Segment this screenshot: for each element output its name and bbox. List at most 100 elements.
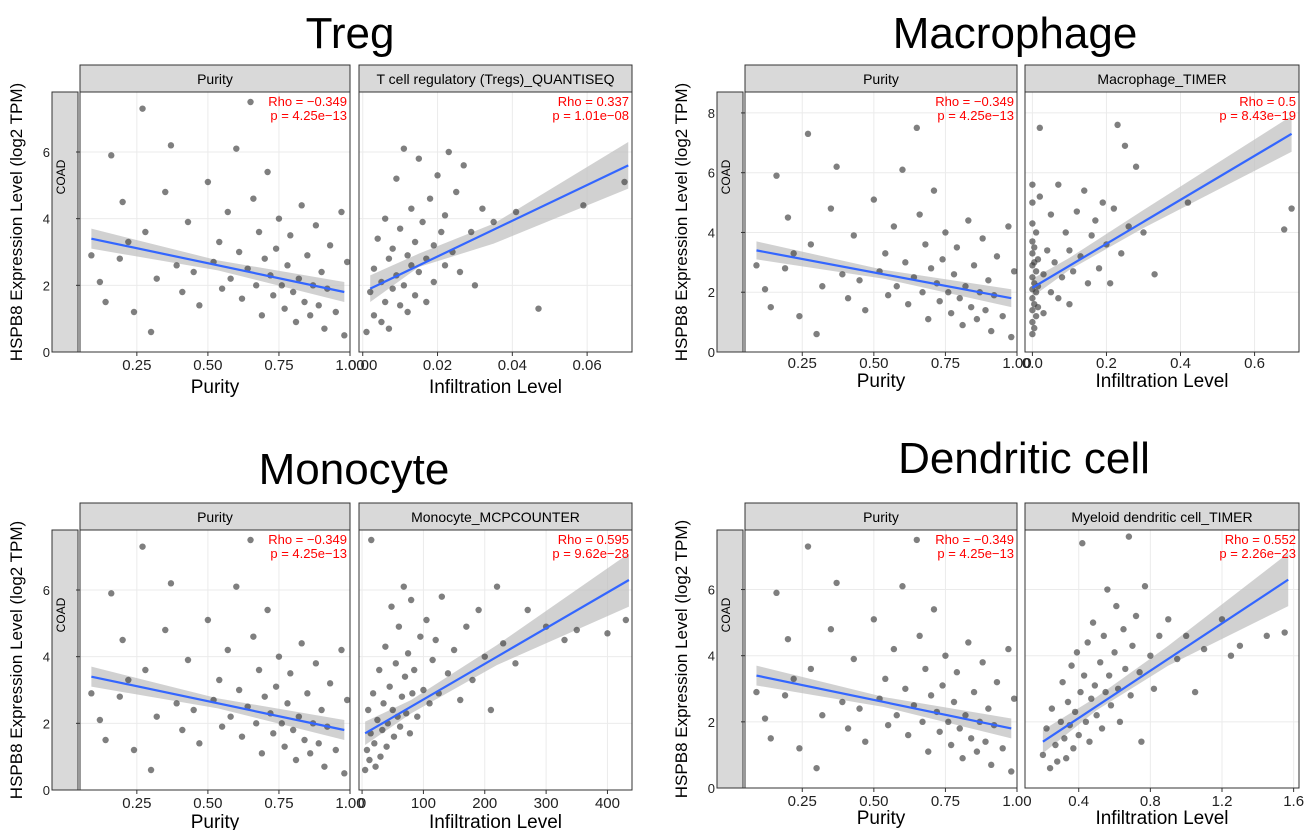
data-point: [1034, 256, 1042, 263]
rho-label: Rho = −0.349: [935, 94, 1014, 109]
data-point: [1051, 259, 1058, 266]
data-point: [415, 268, 423, 276]
data-point: [261, 255, 268, 262]
data-point: [1156, 632, 1163, 640]
data-point: [1029, 318, 1036, 326]
data-point: [1138, 738, 1145, 745]
data-point: [370, 312, 378, 319]
x-axis-label: Purity: [857, 371, 906, 392]
data-point: [250, 195, 257, 202]
panel-strip: [358, 64, 633, 93]
data-point: [287, 670, 294, 677]
data-point: [1066, 247, 1073, 254]
data-point: [224, 646, 231, 654]
x-tick-label: 0.25: [788, 793, 817, 810]
data-point: [463, 623, 470, 630]
x-tick-label: 0.25: [122, 795, 151, 812]
data-point: [88, 690, 95, 697]
data-point: [108, 590, 115, 597]
data-point: [1141, 583, 1149, 590]
panel-strip: [1024, 64, 1300, 93]
data-point: [753, 688, 760, 696]
plot-area: [80, 92, 350, 352]
data-point: [1091, 682, 1099, 689]
data-point: [1120, 626, 1127, 633]
data-point: [490, 218, 497, 226]
data-point: [147, 328, 155, 336]
data-point: [321, 763, 328, 770]
data-point: [438, 228, 445, 236]
data-point: [233, 145, 240, 152]
data-point: [993, 678, 1001, 686]
y-tick-label: 0: [708, 781, 715, 796]
data-point: [377, 753, 384, 760]
data-point: [1151, 271, 1158, 278]
chart-block-2: Macrophage HSPB8 Expression Level (log2 T…: [672, 9, 1300, 392]
data-point: [781, 265, 789, 272]
data-point: [1127, 692, 1134, 699]
x-tick-label: 0.25: [788, 355, 817, 372]
data-point: [142, 666, 149, 674]
data-point: [1132, 163, 1140, 170]
data-point: [1218, 616, 1226, 623]
data-point: [807, 665, 815, 673]
panel-strip: [744, 64, 1018, 93]
chart-title: Dendritic cell: [898, 434, 1150, 483]
data-point: [813, 764, 820, 772]
y-tick-label: 0: [708, 345, 715, 360]
data-point: [947, 741, 955, 749]
data-point: [403, 710, 410, 717]
y-tick-label: 8: [708, 106, 715, 121]
chart-block-1: Treg HSPB8 Expression Level (log2 TPM) COA…: [7, 9, 633, 398]
data-point: [827, 626, 835, 633]
data-point: [1080, 672, 1088, 679]
data-point: [1081, 187, 1088, 194]
y-tick-label: 0: [43, 345, 50, 360]
data-point: [493, 583, 501, 590]
data-point: [460, 162, 467, 169]
data-point: [304, 252, 311, 259]
data-point: [326, 680, 334, 687]
data-point: [315, 740, 322, 747]
data-point: [856, 277, 863, 284]
data-point: [1097, 659, 1104, 666]
rho-label: Rho = 0.5: [1239, 94, 1296, 109]
data-point: [401, 673, 409, 680]
confidence-band: [365, 553, 629, 745]
panel-strip-label: Monocyte_MCPCOUNTER: [411, 509, 580, 525]
data-point: [423, 298, 430, 306]
x-tick-label: 0.6: [1244, 355, 1265, 372]
data-point: [400, 282, 408, 289]
data-point: [1040, 271, 1047, 278]
panel-frame: [79, 91, 351, 353]
y-tick-label: 4: [43, 212, 50, 227]
data-point: [235, 686, 243, 694]
data-point: [407, 596, 415, 604]
x-tick-label: 0.02: [423, 357, 452, 374]
data-point: [278, 720, 285, 727]
data-point: [993, 253, 1001, 260]
data-point: [173, 262, 180, 269]
data-point: [1125, 533, 1133, 540]
data-point: [184, 218, 192, 226]
chart-title: Treg: [306, 9, 395, 58]
data-point: [292, 318, 300, 326]
data-point: [1086, 738, 1093, 745]
data-point: [1008, 333, 1015, 341]
data-point: [535, 305, 542, 312]
data-point: [204, 616, 212, 624]
data-point: [88, 252, 95, 259]
x-tick-label: 0.75: [931, 355, 960, 372]
x-tick-label: 300: [534, 795, 559, 812]
data-point: [499, 640, 507, 647]
p-value-label: p = 4.25e−13: [270, 546, 347, 561]
panel-frame: [1024, 91, 1300, 353]
data-point: [899, 583, 906, 590]
data-point: [922, 665, 929, 673]
data-point: [108, 152, 115, 159]
y-tick-label: 0: [43, 783, 50, 798]
panel-frame: [79, 529, 351, 791]
p-value-label: p = 1.01e−08: [552, 108, 629, 123]
